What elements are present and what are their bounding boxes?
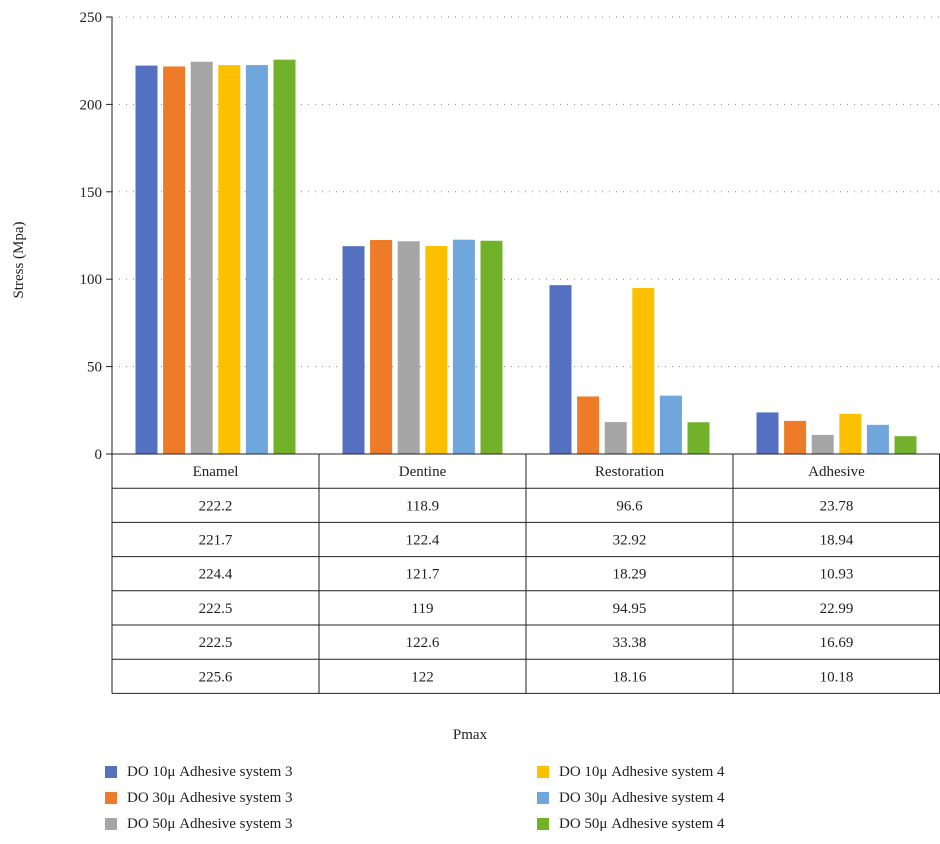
bar bbox=[370, 240, 393, 454]
table-cell: 18.29 bbox=[613, 567, 647, 583]
bar bbox=[218, 65, 241, 454]
y-axis-label: Stress (Mpa) bbox=[11, 221, 27, 298]
table-cell: 225.6 bbox=[199, 669, 233, 685]
table-cell: 96.6 bbox=[616, 498, 643, 514]
table-cell: 94.95 bbox=[613, 601, 647, 617]
table-cell: 222.2 bbox=[199, 498, 233, 514]
y-tick-label: 100 bbox=[80, 272, 103, 288]
table-cell: 118.9 bbox=[406, 498, 439, 514]
legend-swatch bbox=[105, 766, 117, 778]
bar bbox=[549, 285, 572, 454]
table-cell: 23.78 bbox=[820, 498, 854, 514]
legend: DO 10μ Adhesive system 3 DO 10μ Adhesive … bbox=[105, 762, 865, 834]
legend-label: DO 10μ Adhesive system 3 bbox=[127, 763, 293, 780]
table-cell: 10.18 bbox=[820, 669, 854, 685]
table-cell: 18.94 bbox=[820, 533, 854, 549]
table-cell: 221.7 bbox=[199, 533, 233, 549]
table-cell: 122.6 bbox=[406, 635, 440, 651]
bar bbox=[784, 420, 807, 454]
x-category-label: Restoration bbox=[595, 464, 665, 480]
table-cell: 33.38 bbox=[613, 635, 647, 651]
legend-label: DO 50μ Adhesive system 4 bbox=[559, 815, 725, 832]
table-cell: 224.4 bbox=[199, 567, 233, 583]
y-tick-label: 250 bbox=[80, 10, 103, 26]
table-cell: 16.69 bbox=[820, 635, 854, 651]
bar bbox=[604, 422, 627, 454]
legend-item: DO 50μ Adhesive system 4 bbox=[537, 814, 857, 834]
bar bbox=[894, 436, 917, 454]
bars bbox=[135, 59, 917, 455]
table-cell: 32.92 bbox=[613, 533, 647, 549]
legend-label: DO 30μ Adhesive system 3 bbox=[127, 789, 293, 806]
bar bbox=[273, 59, 296, 455]
bar bbox=[135, 65, 158, 455]
y-axis: 0 50 100 150 200 250 bbox=[80, 10, 113, 463]
y-tick-label: 150 bbox=[80, 185, 103, 201]
bar bbox=[659, 395, 682, 454]
bar bbox=[839, 413, 862, 454]
bar bbox=[190, 61, 213, 454]
gridlines bbox=[112, 16, 940, 368]
table-cell: 122 bbox=[411, 669, 434, 685]
legend-swatch bbox=[105, 792, 117, 804]
table-cell: 121.7 bbox=[406, 567, 440, 583]
y-tick-label: 50 bbox=[87, 360, 102, 376]
table-cell: 119 bbox=[412, 601, 434, 617]
x-category-label: Dentine bbox=[399, 464, 447, 480]
x-category-label: Enamel bbox=[193, 464, 239, 480]
bar bbox=[480, 240, 503, 454]
bar bbox=[163, 66, 186, 455]
legend-item: DO 50μ Adhesive system 3 bbox=[105, 814, 537, 834]
bar bbox=[866, 424, 889, 454]
y-tick-label: 200 bbox=[80, 97, 103, 113]
legend-swatch bbox=[537, 818, 549, 830]
legend-item: DO 30μ Adhesive system 4 bbox=[537, 788, 857, 808]
bar bbox=[245, 65, 268, 454]
legend-label: DO 10μ Adhesive system 4 bbox=[559, 763, 725, 780]
table-cell: 222.5 bbox=[199, 601, 233, 617]
bar bbox=[342, 246, 365, 454]
legend-label: DO 30μ Adhesive system 4 bbox=[559, 789, 725, 806]
table-cell: 222.5 bbox=[199, 635, 233, 651]
x-category-label: Adhesive bbox=[808, 464, 865, 480]
bar bbox=[397, 241, 420, 454]
table-cell: 10.93 bbox=[820, 567, 854, 583]
legend-item: DO 10μ Adhesive system 3 bbox=[105, 762, 537, 782]
x-axis-label: Pmax bbox=[452, 727, 488, 743]
legend-item: DO 30μ Adhesive system 3 bbox=[105, 788, 537, 808]
table-cell: 18.16 bbox=[613, 669, 647, 685]
bar bbox=[756, 412, 779, 454]
bar bbox=[452, 239, 475, 454]
table-cell: 122.4 bbox=[406, 533, 440, 549]
bar-chart: 0 50 100 150 200 250 Stress (Mpa) Enamel Denti… bbox=[11, 10, 940, 694]
bar bbox=[425, 245, 448, 454]
y-tick-label: 0 bbox=[95, 447, 103, 463]
legend-item: DO 10μ Adhesive system 4 bbox=[537, 762, 857, 782]
bar bbox=[577, 396, 600, 454]
bar bbox=[811, 434, 834, 454]
legend-swatch bbox=[537, 792, 549, 804]
legend-swatch bbox=[105, 818, 117, 830]
bar bbox=[632, 288, 655, 454]
table-cell: 22.99 bbox=[820, 601, 854, 617]
legend-label: DO 50μ Adhesive system 3 bbox=[127, 815, 293, 832]
legend-swatch bbox=[537, 766, 549, 778]
bar bbox=[687, 422, 710, 454]
data-table: Enamel Dentine Restoration Adhesive 222.2 118… bbox=[111, 453, 940, 694]
